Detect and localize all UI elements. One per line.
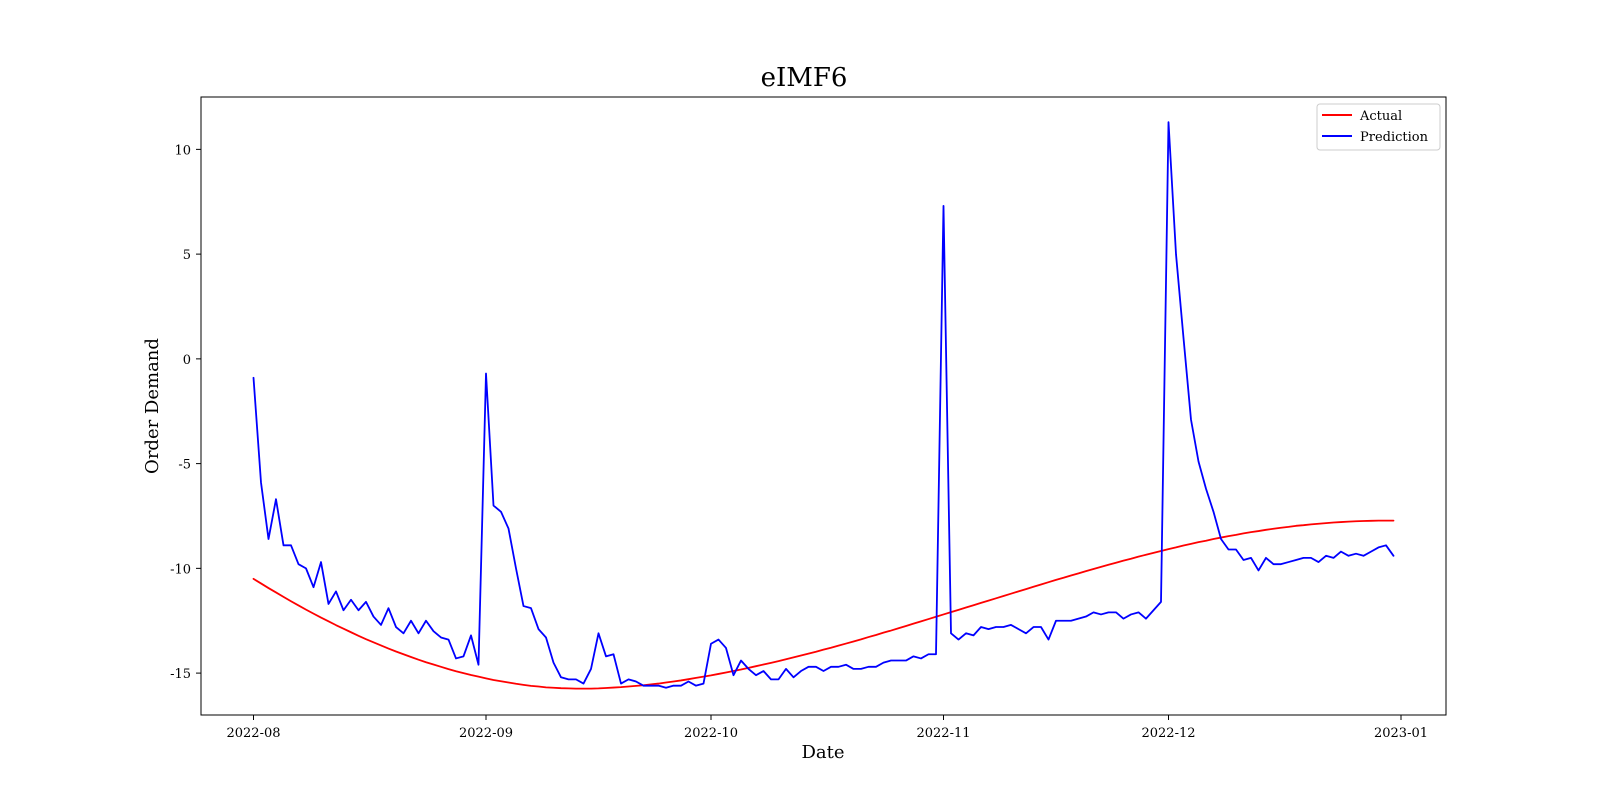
y-tick-label: -15 — [170, 667, 191, 682]
y-tick-label: 0 — [183, 353, 191, 368]
x-tick-label: 2022-09 — [459, 726, 513, 741]
legend: Actual Prediction — [1316, 103, 1441, 151]
x-tick-label: 2022-08 — [226, 726, 280, 741]
y-tick-label: -10 — [170, 562, 191, 577]
x-axis: 2022-08 2022-09 2022-10 2022-11 2022-12 2023-… — [226, 715, 1428, 741]
chart-title: eIMF6 — [761, 63, 848, 93]
x-tick-label: 2022-11 — [916, 726, 970, 741]
y-axis: 10 5 0 -5 -10 -15 — [170, 143, 201, 682]
legend-label-prediction: Prediction — [1360, 130, 1429, 145]
y-tick-label: 10 — [174, 143, 191, 158]
y-tick-label: -5 — [178, 458, 191, 473]
series-line-prediction — [252, 121, 1395, 689]
x-tick-label: 2022-12 — [1141, 726, 1195, 741]
y-axis-label: Order Demand — [142, 338, 163, 474]
x-axis-label: Date — [801, 742, 844, 763]
x-tick-label: 2023-01 — [1374, 726, 1428, 741]
legend-label-actual: Actual — [1359, 109, 1402, 124]
plot-area-frame — [200, 96, 1447, 716]
x-tick-label: 2022-10 — [684, 726, 738, 741]
series-layer — [252, 121, 1395, 690]
series-line-actual — [252, 519, 1395, 690]
y-tick-label: 5 — [183, 248, 191, 263]
